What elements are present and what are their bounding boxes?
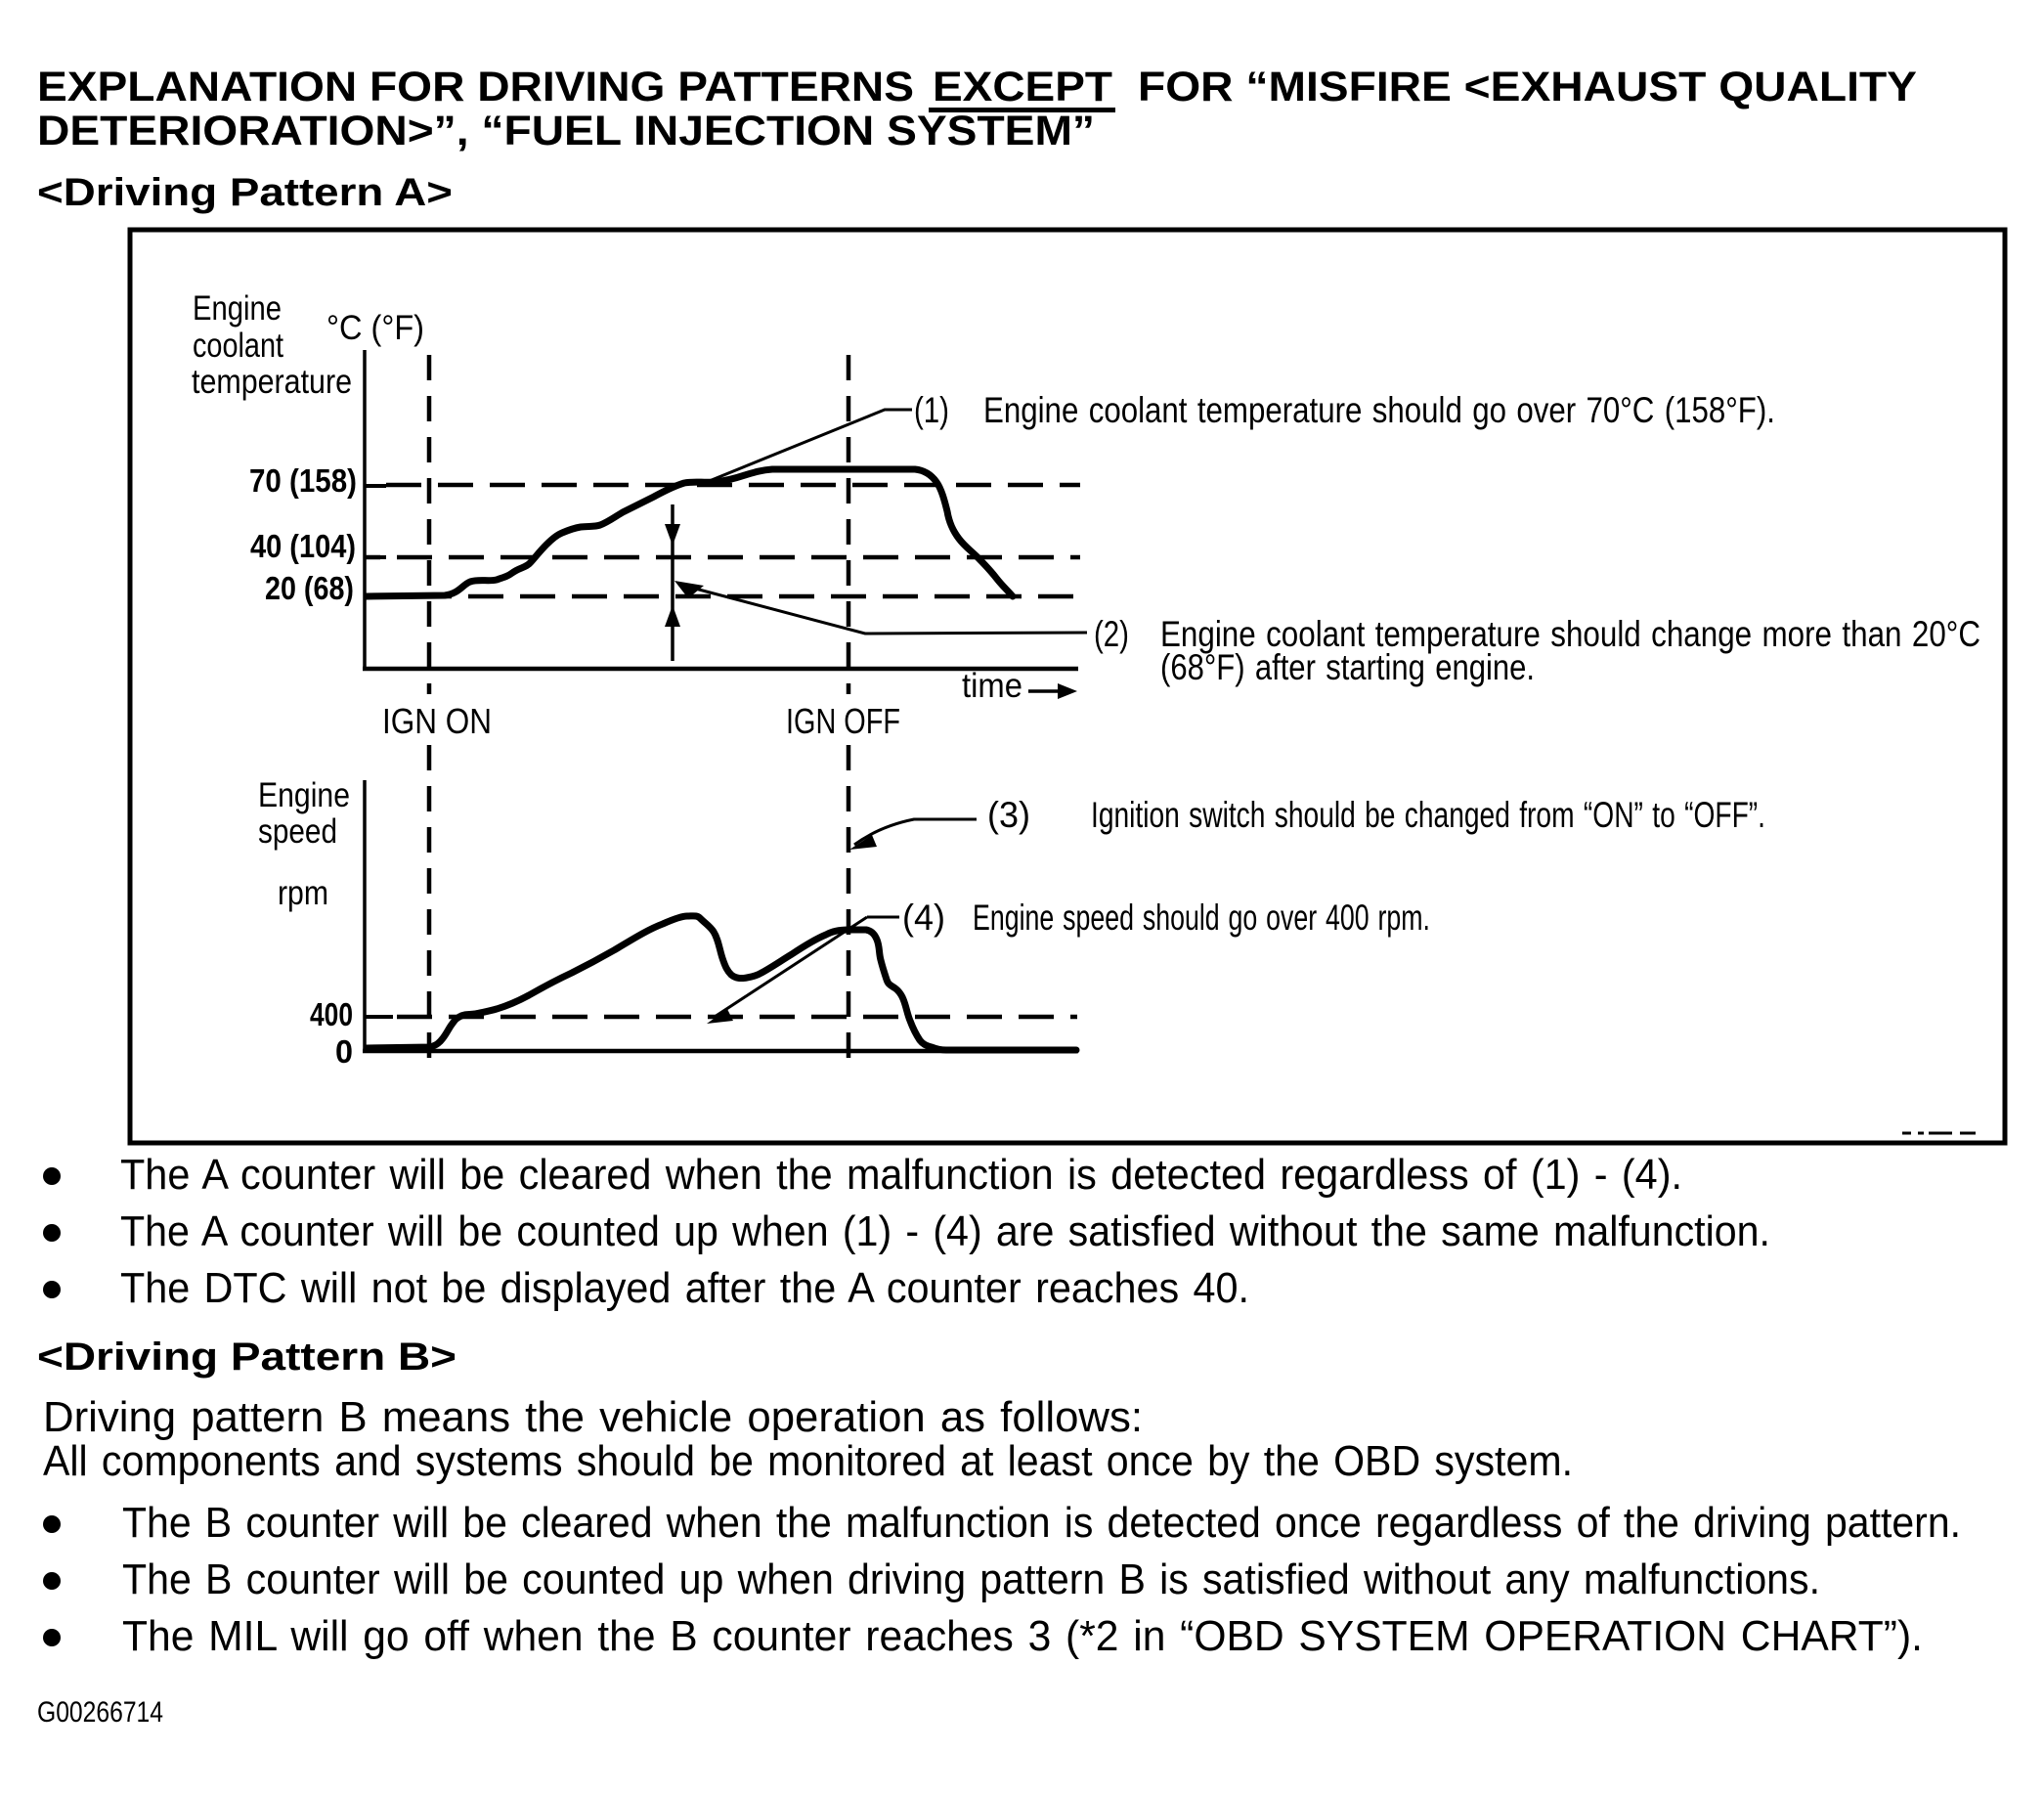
svg-text:The A counter will be counted: The A counter will be counted up when (1…	[120, 1207, 1770, 1255]
svg-text:Engine coolant temperature sho: Engine coolant temperature should go ove…	[983, 390, 1775, 430]
svg-text:°C (°F): °C (°F)	[326, 309, 424, 347]
svg-text:speed: speed	[258, 812, 337, 851]
svg-text:EXPLANATION FOR DRIVING PATTER: EXPLANATION FOR DRIVING PATTERNS	[37, 64, 914, 110]
svg-text:0: 0	[335, 1033, 353, 1070]
svg-text:The MIL will go off when the B: The MIL will go off when the B counter r…	[122, 1612, 1923, 1660]
svg-text:<Driving Pattern A>: <Driving Pattern A>	[37, 171, 453, 214]
svg-text:(3): (3)	[987, 795, 1030, 835]
svg-text:400: 400	[310, 996, 353, 1032]
svg-text:All components and systems sho: All components and systems should be mon…	[43, 1437, 1573, 1485]
svg-text:(68°F) after starting engine.: (68°F) after starting engine.	[1160, 647, 1535, 687]
svg-text:Engine: Engine	[193, 289, 282, 328]
svg-text:The A counter will be cleared: The A counter will be cleared when the m…	[120, 1151, 1682, 1199]
svg-text:The B counter will be counted: The B counter will be counted up when dr…	[122, 1555, 1820, 1603]
svg-text:Engine: Engine	[258, 776, 350, 814]
svg-text:The B counter will be cleared: The B counter will be cleared when the m…	[122, 1499, 1961, 1547]
svg-text:EXCEPT: EXCEPT	[933, 64, 1112, 110]
svg-text:FOR “MISFIRE <EXHAUST QUALITY: FOR “MISFIRE <EXHAUST QUALITY	[1138, 64, 1917, 110]
svg-text:time: time	[962, 667, 1022, 705]
svg-text:rpm: rpm	[278, 874, 328, 912]
svg-text:40 (104): 40 (104)	[250, 528, 356, 564]
svg-text:temperature: temperature	[192, 363, 352, 401]
svg-text:IGN OFF: IGN OFF	[786, 701, 900, 741]
svg-text:(4): (4)	[902, 898, 945, 938]
svg-text:The DTC will not be displayed: The DTC will not be displayed after the …	[120, 1264, 1249, 1312]
svg-text:G00266714: G00266714	[37, 1696, 163, 1729]
svg-text:(2): (2)	[1094, 614, 1129, 654]
svg-text:(1): (1)	[914, 390, 949, 430]
svg-text:IGN ON: IGN ON	[382, 701, 492, 741]
svg-text:70 (158): 70 (158)	[249, 462, 357, 499]
svg-text:20 (68): 20 (68)	[265, 570, 354, 606]
svg-text:coolant: coolant	[193, 327, 283, 365]
svg-text:Driving pattern B means the ve: Driving pattern B means the vehicle oper…	[43, 1393, 1143, 1441]
svg-text:DETERIORATION>”, “FUEL INJECTI: DETERIORATION>”, “FUEL INJECTION SYSTEM”	[37, 108, 1095, 154]
svg-text:<Driving Pattern B>: <Driving Pattern B>	[37, 1336, 457, 1379]
svg-text:Ignition switch should be chan: Ignition switch should be changed from “…	[1091, 795, 1765, 835]
svg-text:Engine coolant temperature sho: Engine coolant temperature should change…	[1160, 614, 1980, 654]
svg-text:Engine speed should go over 40: Engine speed should go over 400 rpm.	[973, 898, 1430, 938]
